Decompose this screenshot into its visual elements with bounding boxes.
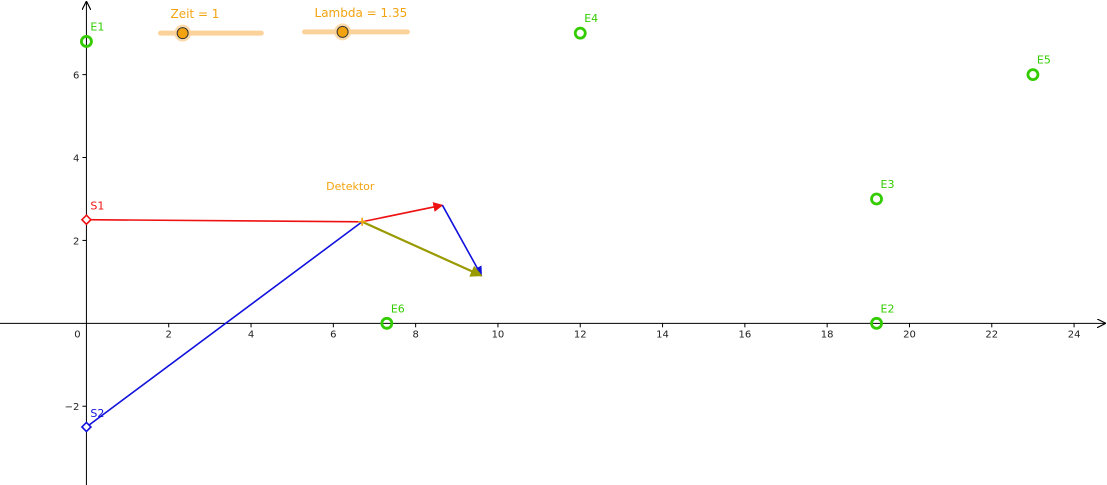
receiver-label-e6: E6: [391, 302, 405, 315]
s1-line[interactable]: [86, 218, 363, 223]
x-tick-label: 4: [248, 329, 254, 340]
x-tick-label: 0: [74, 329, 80, 340]
blue-vector[interactable]: [441, 204, 483, 277]
vector-segments: [85, 202, 483, 428]
x-tick-label: 20: [903, 329, 916, 340]
x-tick-label: 8: [412, 329, 418, 340]
x-tick-label: 12: [574, 329, 587, 340]
slider-knob-zeit[interactable]: [176, 27, 189, 40]
slider-zeit[interactable]: Zeit = 1: [157, 7, 264, 42]
receiver-label-e1: E1: [90, 20, 104, 33]
receiver-point-e6[interactable]: [380, 316, 394, 330]
slider-knob-lambda[interactable]: [336, 25, 349, 38]
source-point-s2[interactable]: [80, 421, 93, 433]
receiver-point-e5[interactable]: [1026, 68, 1040, 82]
receiver-point-e1[interactable]: [80, 35, 93, 48]
y-tick-label: −2: [65, 402, 80, 413]
source-label-s1: S1: [90, 200, 104, 213]
x-tick-label: 14: [656, 329, 669, 340]
detector-label: Detektor: [326, 180, 375, 193]
receiver-label-e3: E3: [881, 178, 895, 191]
y-tick-label: 4: [73, 154, 79, 165]
x-tick-label: 16: [738, 329, 751, 340]
source-label-s2: S2: [90, 407, 104, 420]
receiver-label-e2: E2: [881, 302, 895, 315]
receiver-point-e4[interactable]: [573, 26, 587, 40]
source-point-s1[interactable]: [80, 214, 93, 226]
receiver-point-e3[interactable]: [870, 192, 883, 206]
receiver-label-e5: E5: [1037, 54, 1051, 67]
x-tick-label: 2: [166, 329, 172, 340]
x-tick-label: 22: [985, 329, 998, 340]
receiver-label-e4: E4: [584, 12, 598, 25]
x-tick-label: 6: [330, 329, 336, 340]
red-vector[interactable]: [361, 202, 444, 223]
receiver-point-e2[interactable]: [870, 316, 883, 330]
points: E1 E4 E5 E3 E2 E6 S1 S2 Detektor: [80, 12, 1051, 433]
x-tick-label: 24: [1068, 329, 1081, 340]
slider-label-lambda: Lambda = 1.35: [315, 6, 408, 20]
s2-line[interactable]: [85, 221, 363, 428]
y-tick-label: 6: [73, 71, 79, 82]
slider-lambda[interactable]: Lambda = 1.35: [302, 6, 410, 41]
y-tick-label: 2: [73, 236, 79, 247]
sliders: Zeit = 1 Lambda = 1.35: [157, 6, 410, 42]
slider-label-zeit: Zeit = 1: [170, 7, 219, 21]
x-tick-label: 10: [492, 329, 505, 340]
x-tick-label: 18: [821, 329, 834, 340]
detector-point[interactable]: [356, 216, 368, 228]
resultant-vector[interactable]: [361, 220, 483, 277]
